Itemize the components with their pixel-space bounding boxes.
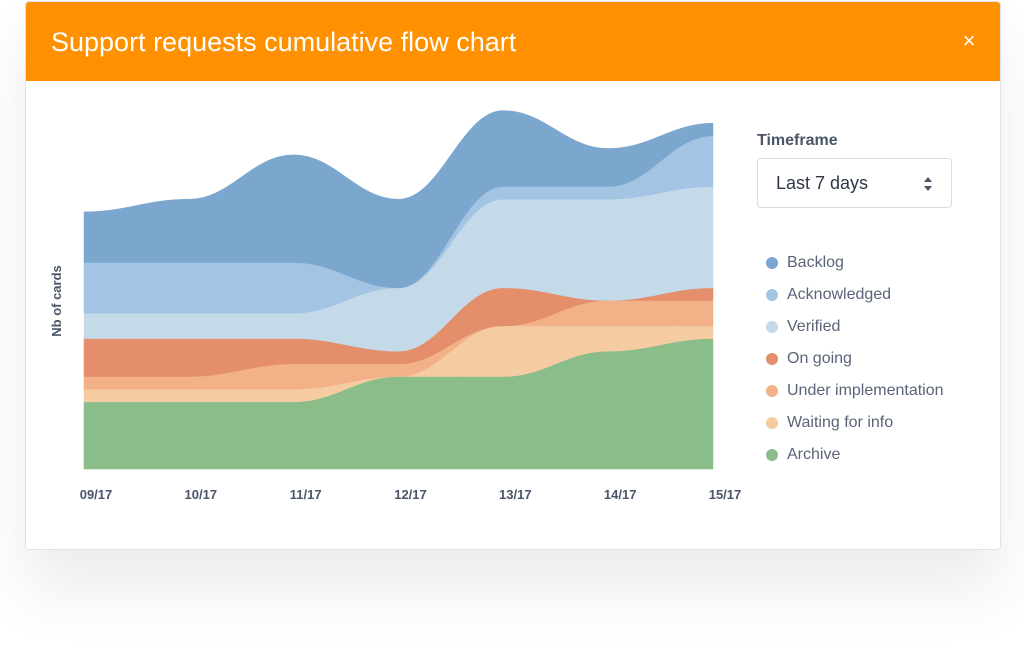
legend-color-dot xyxy=(766,385,778,397)
legend-color-dot xyxy=(766,417,778,429)
y-axis-label: Nb of cards xyxy=(49,265,64,337)
legend-color-dot xyxy=(766,257,778,269)
x-tick-label: 11/17 xyxy=(290,487,322,502)
legend-color-dot xyxy=(766,321,778,333)
x-tick-label: 10/17 xyxy=(185,487,218,502)
legend-label: Backlog xyxy=(787,254,844,271)
chart-legend: Backlog Acknowledged Verified On going Under… xyxy=(766,250,996,474)
select-arrows-icon xyxy=(924,177,932,191)
legend-label: Under implementation xyxy=(787,382,944,399)
legend-item: Verified xyxy=(766,314,996,346)
legend-label: Verified xyxy=(787,318,841,335)
modal-title: Support requests cumulative flow chart xyxy=(51,27,517,57)
timeframe-label: Timeframe xyxy=(757,132,838,149)
legend-color-dot xyxy=(766,289,778,301)
legend-label: Acknowledged xyxy=(787,286,892,303)
legend-item: Waiting for info xyxy=(766,410,996,442)
close-icon[interactable]: × xyxy=(962,28,976,53)
x-tick-label: 12/17 xyxy=(394,487,427,502)
legend-item: Under implementation xyxy=(766,378,996,410)
legend-label: On going xyxy=(787,350,852,367)
area-backlog xyxy=(83,110,714,289)
legend-label: Archive xyxy=(787,446,841,463)
cumulative-flow-modal: Support requests cumulative flow chart ×… xyxy=(25,1,1001,550)
legend-color-dot xyxy=(766,449,778,461)
x-tick-label: 13/17 xyxy=(499,487,532,502)
chart-area: 09/17 10/17 11/17 12/17 13/17 14/17 15/17 Nb of… xyxy=(26,81,746,521)
legend-color-dot xyxy=(766,353,778,365)
legend-item: Acknowledged xyxy=(766,282,996,314)
timeframe-select[interactable]: Last 7 days xyxy=(757,158,952,208)
legend-label: Waiting for info xyxy=(787,414,894,431)
cumulative-flow-chart: 09/17 10/17 11/17 12/17 13/17 14/17 15/17 Nb of… xyxy=(49,110,742,502)
legend-item: Archive xyxy=(766,442,996,474)
x-tick-label: 15/17 xyxy=(709,487,742,502)
timeframe-selected-value: Last 7 days xyxy=(776,173,869,193)
legend-item: Backlog xyxy=(766,250,996,282)
x-tick-label: 14/17 xyxy=(604,487,637,502)
legend-item: On going xyxy=(766,346,996,378)
modal-header: Support requests cumulative flow chart × xyxy=(26,2,1000,81)
x-tick-label: 09/17 xyxy=(80,487,113,502)
